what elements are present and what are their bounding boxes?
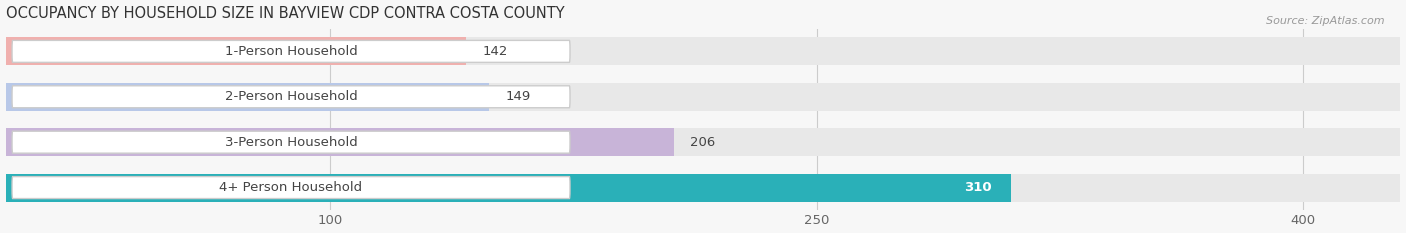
FancyBboxPatch shape bbox=[13, 86, 569, 108]
Text: 206: 206 bbox=[690, 136, 716, 149]
Bar bbox=[6, 37, 467, 65]
Bar bbox=[6, 83, 1400, 111]
Text: 142: 142 bbox=[482, 45, 508, 58]
Text: 1-Person Household: 1-Person Household bbox=[225, 45, 357, 58]
Text: Source: ZipAtlas.com: Source: ZipAtlas.com bbox=[1267, 16, 1385, 26]
FancyBboxPatch shape bbox=[13, 131, 569, 153]
FancyBboxPatch shape bbox=[13, 40, 569, 62]
Bar bbox=[6, 128, 1400, 156]
Bar bbox=[6, 83, 489, 111]
FancyBboxPatch shape bbox=[13, 177, 569, 199]
Text: 310: 310 bbox=[965, 181, 991, 194]
Text: 3-Person Household: 3-Person Household bbox=[225, 136, 357, 149]
Bar bbox=[6, 37, 1400, 65]
Bar bbox=[6, 128, 673, 156]
Text: 149: 149 bbox=[505, 90, 530, 103]
Text: 2-Person Household: 2-Person Household bbox=[225, 90, 357, 103]
Text: 4+ Person Household: 4+ Person Household bbox=[219, 181, 363, 194]
Bar bbox=[6, 174, 1400, 202]
Text: OCCUPANCY BY HOUSEHOLD SIZE IN BAYVIEW CDP CONTRA COSTA COUNTY: OCCUPANCY BY HOUSEHOLD SIZE IN BAYVIEW C… bbox=[6, 6, 564, 21]
Bar bbox=[6, 174, 1011, 202]
